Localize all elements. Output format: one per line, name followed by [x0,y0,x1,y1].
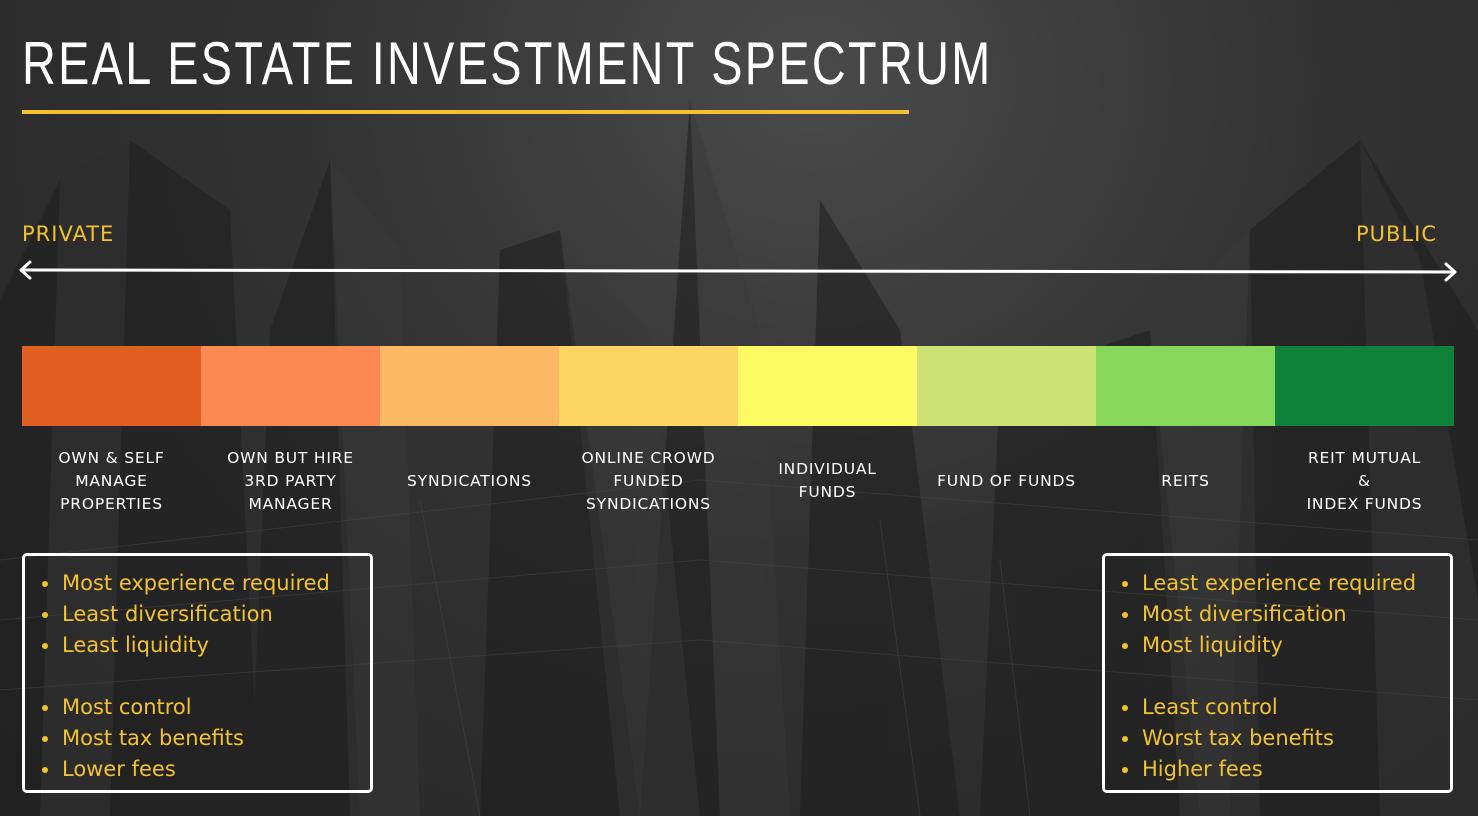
segment-online-crowd-funded [559,346,738,426]
list-item: Most liquidity [1119,630,1450,661]
segment-own-hire-manager [201,346,380,426]
private-label: PRIVATE [22,222,115,246]
list-item: Least control [1119,692,1450,723]
spectrum-labels: OWN & SELF MANAGE PROPERTIES OWN BUT HIR… [22,446,1454,526]
list-item: Most tax benefits [39,723,370,754]
private-list-group-1: Most experience required Least diversifi… [39,568,370,661]
label-own-hire-manager: OWN BUT HIRE 3RD PARTY MANAGER [227,448,354,513]
segment-reits [1096,346,1275,426]
label-own-self-manage: OWN & SELF MANAGE PROPERTIES [58,448,165,513]
segment-individual-funds [738,346,917,426]
label-fund-of-funds: FUND OF FUNDS [937,471,1076,490]
label-reits: REITS [1161,471,1210,490]
public-characteristics-box: Least experience required Most diversifi… [1102,553,1453,793]
segment-own-self-manage [22,346,201,426]
list-item: Most control [39,692,370,723]
list-item: Least experience required [1119,568,1450,599]
spectrum-bar [22,346,1454,426]
label-individual-funds: INDIVIDUAL FUNDS [778,460,877,501]
double-headed-arrow-icon [19,260,1457,282]
label-online-crowd-funded: ONLINE CROWD FUNDED SYNDICATIONS [581,448,716,513]
list-item: Worst tax benefits [1119,723,1450,754]
public-list-group-1: Least experience required Most diversifi… [1119,568,1450,661]
title-underline [22,110,909,114]
segment-reit-mutual-index-funds [1275,346,1454,426]
label-syndications: SYNDICATIONS [407,471,532,490]
list-item: Least liquidity [39,630,370,661]
list-item: Least diversification [39,599,370,630]
page-title: REAL ESTATE INVESTMENT SPECTRUM [22,30,993,97]
list-item: Lower fees [39,754,370,785]
private-characteristics-box: Most experience required Least diversifi… [22,553,373,793]
list-item: Most experience required [39,568,370,599]
segment-syndications [380,346,559,426]
public-label: PUBLIC [1356,222,1437,246]
private-list-group-2: Most control Most tax benefits Lower fee… [39,692,370,785]
label-reit-mutual-index-funds: REIT MUTUAL & INDEX FUNDS [1306,448,1423,513]
segment-fund-of-funds [917,346,1096,426]
list-item: Most diversification [1119,599,1450,630]
public-list-group-2: Least control Worst tax benefits Higher … [1119,692,1450,785]
list-item: Higher fees [1119,754,1450,785]
